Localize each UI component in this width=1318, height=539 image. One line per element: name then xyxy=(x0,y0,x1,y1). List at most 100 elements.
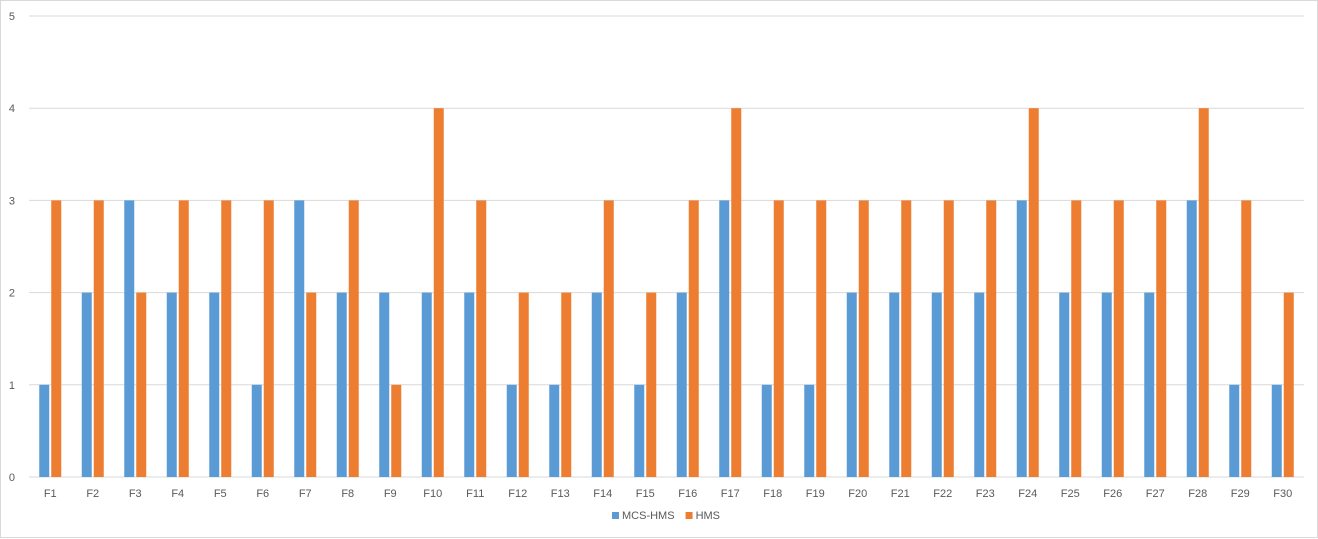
bar-mcs-hms-f2 xyxy=(81,292,92,477)
legend-label: HMS xyxy=(696,510,720,522)
y-tick-label: 1 xyxy=(9,380,15,392)
bar-mcs-hms-f12 xyxy=(506,384,517,477)
x-tick-label: F21 xyxy=(891,488,910,500)
bar-mcs-hms-f22 xyxy=(931,292,942,477)
bar-hms-f29 xyxy=(1241,200,1252,477)
bar-hms-f9 xyxy=(391,384,402,477)
x-tick-label: F29 xyxy=(1231,488,1250,500)
bar-mcs-hms-f28 xyxy=(1186,200,1197,477)
bar-hms-f10 xyxy=(433,108,444,477)
bar-hms-f14 xyxy=(603,200,614,477)
bar-mcs-hms-f25 xyxy=(1059,292,1070,477)
bar-mcs-hms-f17 xyxy=(719,200,730,477)
x-tick-label: F9 xyxy=(384,488,397,500)
bar-mcs-hms-f30 xyxy=(1271,384,1282,477)
x-tick-label: F1 xyxy=(44,488,57,500)
x-tick-label: F20 xyxy=(848,488,867,500)
bar-hms-f22 xyxy=(943,200,954,477)
bar-hms-f21 xyxy=(901,200,912,477)
bar-hms-f11 xyxy=(476,200,487,477)
x-axis-ticks: F1 F2 F3 F4 F5 F6 F7 F8 F9 F10 F11 F12 F13 F14 F15 F16 F… xyxy=(44,488,1292,500)
bar-hms-f28 xyxy=(1198,108,1209,477)
x-tick-label: F17 xyxy=(721,488,740,500)
x-tick-label: F18 xyxy=(763,488,782,500)
x-tick-label: F7 xyxy=(299,488,312,500)
x-tick-label: F5 xyxy=(214,488,227,500)
bar-mcs-hms-f7 xyxy=(294,200,305,477)
bar-mcs-hms-f24 xyxy=(1016,200,1027,477)
bar-hms-f17 xyxy=(731,108,742,477)
x-tick-label: F14 xyxy=(593,488,612,500)
bar-hms-f15 xyxy=(646,292,657,477)
bar-hms-f6 xyxy=(263,200,274,477)
bar-hms-f13 xyxy=(561,292,572,477)
bar-mcs-hms-f14 xyxy=(591,292,602,477)
bar-mcs-hms-f10 xyxy=(421,292,432,477)
bar-hms-f7 xyxy=(306,292,317,477)
legend-label: MCS-HMS xyxy=(622,510,675,522)
y-tick-label: 3 xyxy=(9,195,15,207)
bar-hms-f5 xyxy=(221,200,232,477)
bar-mcs-hms-f13 xyxy=(549,384,560,477)
bar-mcs-hms-f11 xyxy=(464,292,475,477)
bars xyxy=(39,108,1294,477)
bar-hms-f12 xyxy=(518,292,529,477)
bar-mcs-hms-f4 xyxy=(166,292,177,477)
x-tick-label: F24 xyxy=(1018,488,1037,500)
bar-hms-f2 xyxy=(93,200,104,477)
legend-swatch xyxy=(612,512,619,519)
bar-mcs-hms-f27 xyxy=(1144,292,1155,477)
bar-hms-f20 xyxy=(858,200,869,477)
y-tick-label: 4 xyxy=(9,103,15,115)
y-tick-label: 2 xyxy=(9,288,15,300)
x-tick-label: F23 xyxy=(976,488,995,500)
bar-hms-f27 xyxy=(1156,200,1167,477)
x-tick-label: F3 xyxy=(129,488,142,500)
x-tick-label: F8 xyxy=(341,488,354,500)
bar-mcs-hms-f21 xyxy=(889,292,900,477)
bar-mcs-hms-f5 xyxy=(209,292,220,477)
bar-mcs-hms-f3 xyxy=(124,200,135,477)
bar-hms-f8 xyxy=(348,200,359,477)
bar-hms-f3 xyxy=(136,292,147,477)
legend-swatch xyxy=(685,512,693,519)
bar-hms-f1 xyxy=(51,200,62,477)
x-tick-label: F10 xyxy=(423,488,442,500)
bar-mcs-hms-f8 xyxy=(336,292,347,477)
x-tick-label: F15 xyxy=(636,488,655,500)
x-tick-label: F4 xyxy=(171,488,184,500)
x-tick-label: F26 xyxy=(1103,488,1122,500)
bar-hms-f4 xyxy=(178,200,189,477)
x-tick-label: F12 xyxy=(508,488,527,500)
bar-hms-f16 xyxy=(688,200,699,477)
bar-mcs-hms-f15 xyxy=(634,384,645,477)
x-tick-label: F2 xyxy=(86,488,99,500)
bar-mcs-hms-f9 xyxy=(379,292,390,477)
bar-hms-f19 xyxy=(816,200,827,477)
bar-hms-f24 xyxy=(1028,108,1039,477)
bar-hms-f25 xyxy=(1071,200,1082,477)
legend: MCS-HMS HMS xyxy=(612,510,720,522)
x-tick-label: F6 xyxy=(256,488,269,500)
bar-mcs-hms-f26 xyxy=(1101,292,1112,477)
bar-hms-f18 xyxy=(773,200,784,477)
x-tick-label: F16 xyxy=(678,488,697,500)
bar-hms-f26 xyxy=(1113,200,1124,477)
x-tick-label: F25 xyxy=(1061,488,1080,500)
bar-mcs-hms-f18 xyxy=(761,384,772,477)
x-tick-label: F11 xyxy=(466,488,484,500)
bar-mcs-hms-f6 xyxy=(251,384,262,477)
x-tick-label: F22 xyxy=(933,488,952,500)
x-tick-label: F27 xyxy=(1146,488,1165,500)
bar-mcs-hms-f16 xyxy=(676,292,687,477)
bar-mcs-hms-f1 xyxy=(39,384,50,477)
x-tick-label: F13 xyxy=(551,488,570,500)
bar-mcs-hms-f20 xyxy=(846,292,857,477)
x-tick-label: F30 xyxy=(1273,488,1292,500)
bar-mcs-hms-f19 xyxy=(804,384,815,477)
y-tick-label: 0 xyxy=(9,472,15,484)
x-tick-label: F28 xyxy=(1188,488,1207,500)
bar-hms-f30 xyxy=(1283,292,1294,477)
